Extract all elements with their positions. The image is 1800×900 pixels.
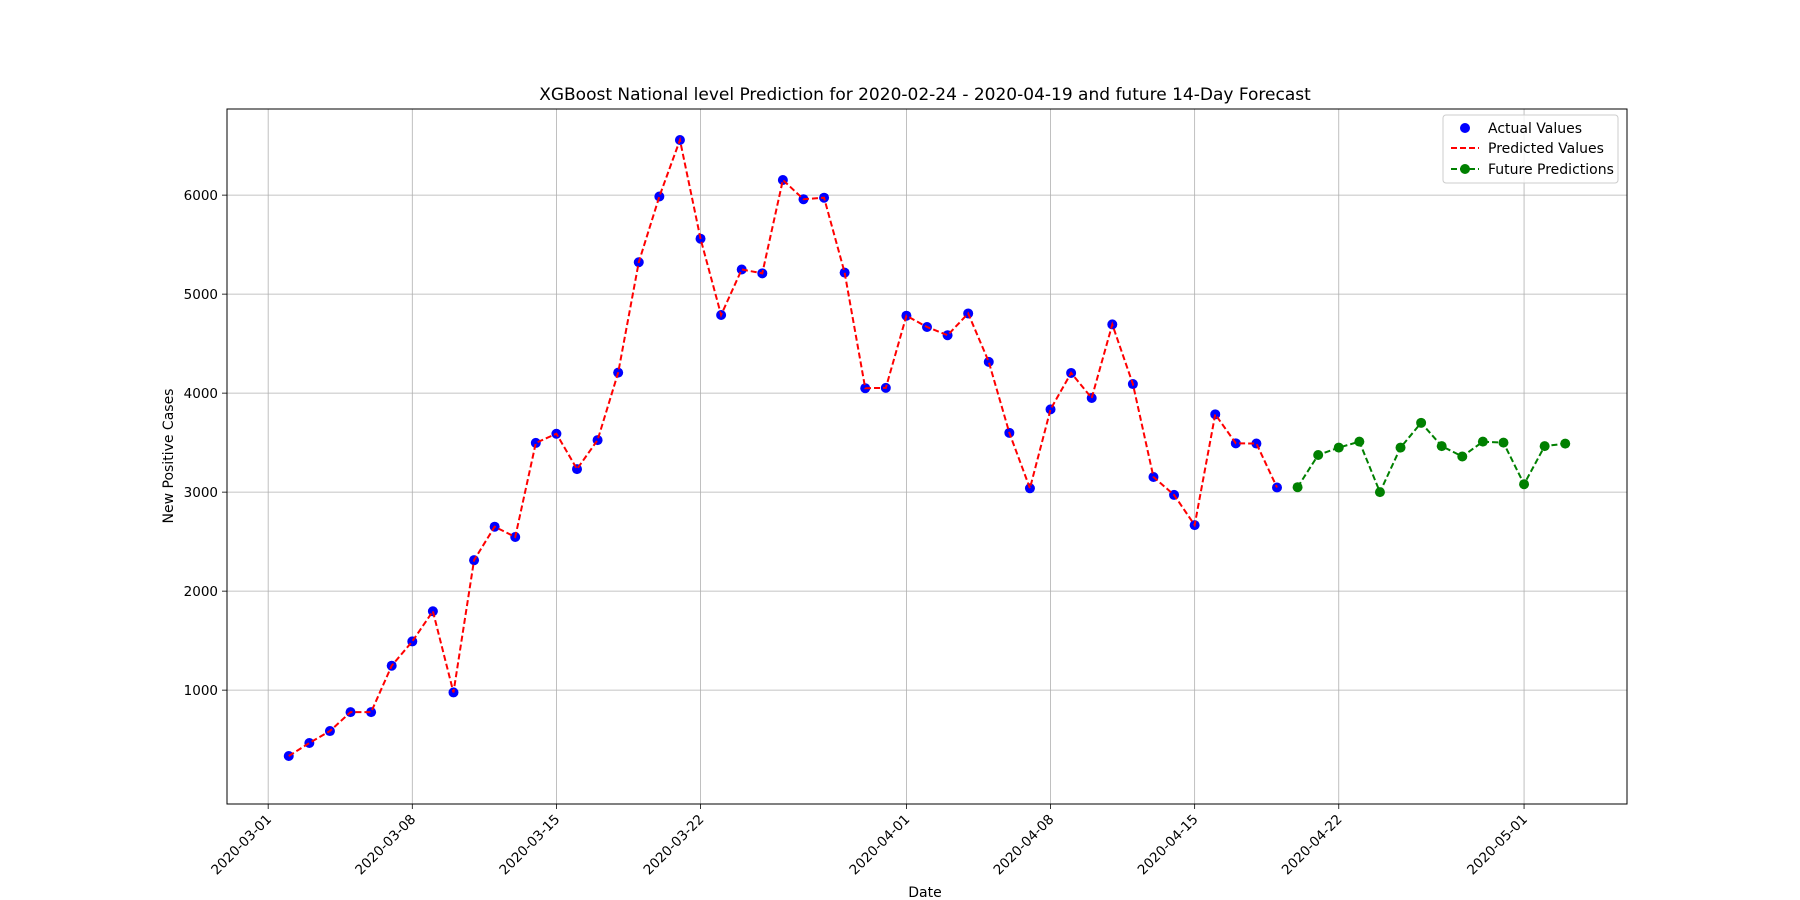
x-axis-label: Date (908, 885, 941, 900)
y-tick-label: 2000 (184, 584, 218, 600)
future-point (1395, 442, 1406, 453)
legend-actual-marker (1460, 123, 1470, 133)
plot-frame (226, 108, 1628, 805)
actual-point (366, 707, 377, 718)
legend-future-label: Future Predictions (1488, 162, 1614, 178)
legend-future-marker (1460, 164, 1470, 174)
future-point (1374, 487, 1385, 498)
actual-point (1024, 483, 1035, 494)
future-point (1519, 479, 1530, 490)
actual-point (304, 738, 315, 749)
future-point (1292, 482, 1303, 493)
actual-point (654, 191, 665, 202)
chart-title: XGBoost National level Prediction for 20… (539, 85, 1311, 105)
actual-point (1251, 438, 1262, 449)
y-tick-label: 1000 (184, 683, 218, 699)
legend: Actual Values Predicted Values Future Pr… (1442, 114, 1619, 184)
y-axis-ticks: 1000 2000 3000 4000 5000 6000 (184, 188, 227, 699)
y-axis-label: New Positive Cases (161, 389, 177, 524)
actual-point (530, 437, 541, 448)
y-tick-label: 5000 (184, 287, 218, 303)
legend-actual-label: Actual Values (1488, 121, 1582, 137)
predicted-line (288, 136, 1278, 757)
future-point (1560, 438, 1571, 449)
actual-point (839, 267, 850, 278)
future-point (1436, 441, 1447, 452)
series-layer (283, 134, 1571, 761)
grid (227, 109, 1627, 804)
future-point (1457, 451, 1468, 462)
y-tick-label: 4000 (184, 386, 218, 402)
actual-point (983, 356, 994, 367)
actual-point (736, 264, 747, 275)
legend-box (1442, 114, 1619, 184)
y-tick-label: 3000 (184, 485, 218, 501)
future-point (1498, 437, 1509, 448)
legend-predicted-label: Predicted Values (1488, 141, 1604, 157)
future-point (1416, 417, 1427, 428)
future-point (1354, 436, 1365, 447)
future-point (1333, 442, 1344, 453)
y-tick-label: 6000 (184, 188, 218, 204)
future-point (1313, 450, 1324, 461)
future-point (1477, 436, 1488, 447)
future-point (1539, 441, 1550, 452)
